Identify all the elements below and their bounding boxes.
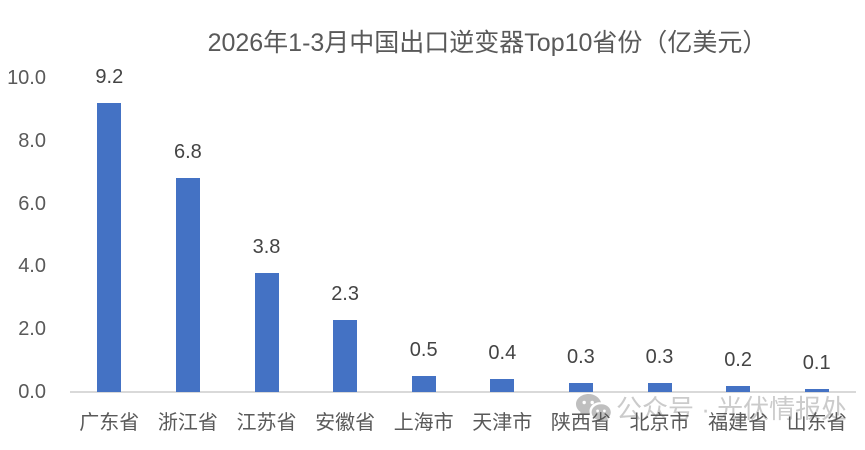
x-axis-category-label: 广东省: [79, 412, 140, 434]
x-axis-category-label: 天津市: [472, 412, 533, 434]
bar-北京市: [647, 383, 672, 392]
data-label: 0.4: [488, 342, 517, 364]
y-axis-tick-label: 0.0: [18, 381, 46, 403]
data-label: 0.5: [409, 339, 438, 361]
bar-福建省: [726, 386, 751, 392]
x-axis-category-label: 陕西省: [550, 412, 611, 434]
data-label: 9.2: [95, 66, 124, 88]
x-axis-line: [70, 391, 856, 393]
x-axis-category-label: 浙江省: [157, 412, 218, 434]
y-axis-tick-label: 4.0: [18, 255, 46, 278]
data-label: 6.8: [173, 141, 202, 163]
x-axis-category-label: 上海市: [393, 412, 454, 434]
x-axis-category-label: 山东省: [786, 412, 847, 434]
bar-天津市: [490, 379, 515, 392]
data-label: 0.1: [802, 352, 831, 374]
data-label: 0.2: [724, 349, 752, 371]
data-label: 0.3: [566, 346, 595, 368]
bar-广东省: [97, 103, 122, 392]
bar-山东省: [804, 389, 829, 392]
y-axis-tick-label: 2.0: [18, 318, 46, 341]
data-label: 0.3: [645, 346, 674, 368]
chart-title: 2026年1-3月中国出口逆变器Top10省份（亿美元）: [207, 29, 768, 57]
x-axis-category-label: 福建省: [708, 412, 769, 434]
x-axis-category-label: 安徽省: [315, 412, 376, 434]
y-axis-tick-label: 6.0: [18, 192, 46, 215]
wechat-icon: [576, 394, 611, 422]
x-axis-category-label: 江苏省: [236, 412, 297, 434]
data-label: 3.8: [252, 236, 281, 258]
x-axis-category-label: 北京市: [629, 412, 690, 434]
y-axis-tick-label: 10.0: [7, 67, 46, 89]
bar-安徽省: [333, 320, 358, 392]
watermark: 公众号 · 光伏情报处: [574, 392, 847, 426]
bar-浙江省: [175, 178, 200, 392]
watermark-text: 公众号 · 光伏情报处: [616, 394, 848, 424]
y-axis-tick-label: 8.0: [18, 129, 46, 152]
bar-陕西省: [568, 383, 593, 392]
data-label: 2.3: [331, 283, 359, 305]
bar-江苏省: [254, 273, 279, 392]
bar-上海市: [411, 376, 436, 392]
